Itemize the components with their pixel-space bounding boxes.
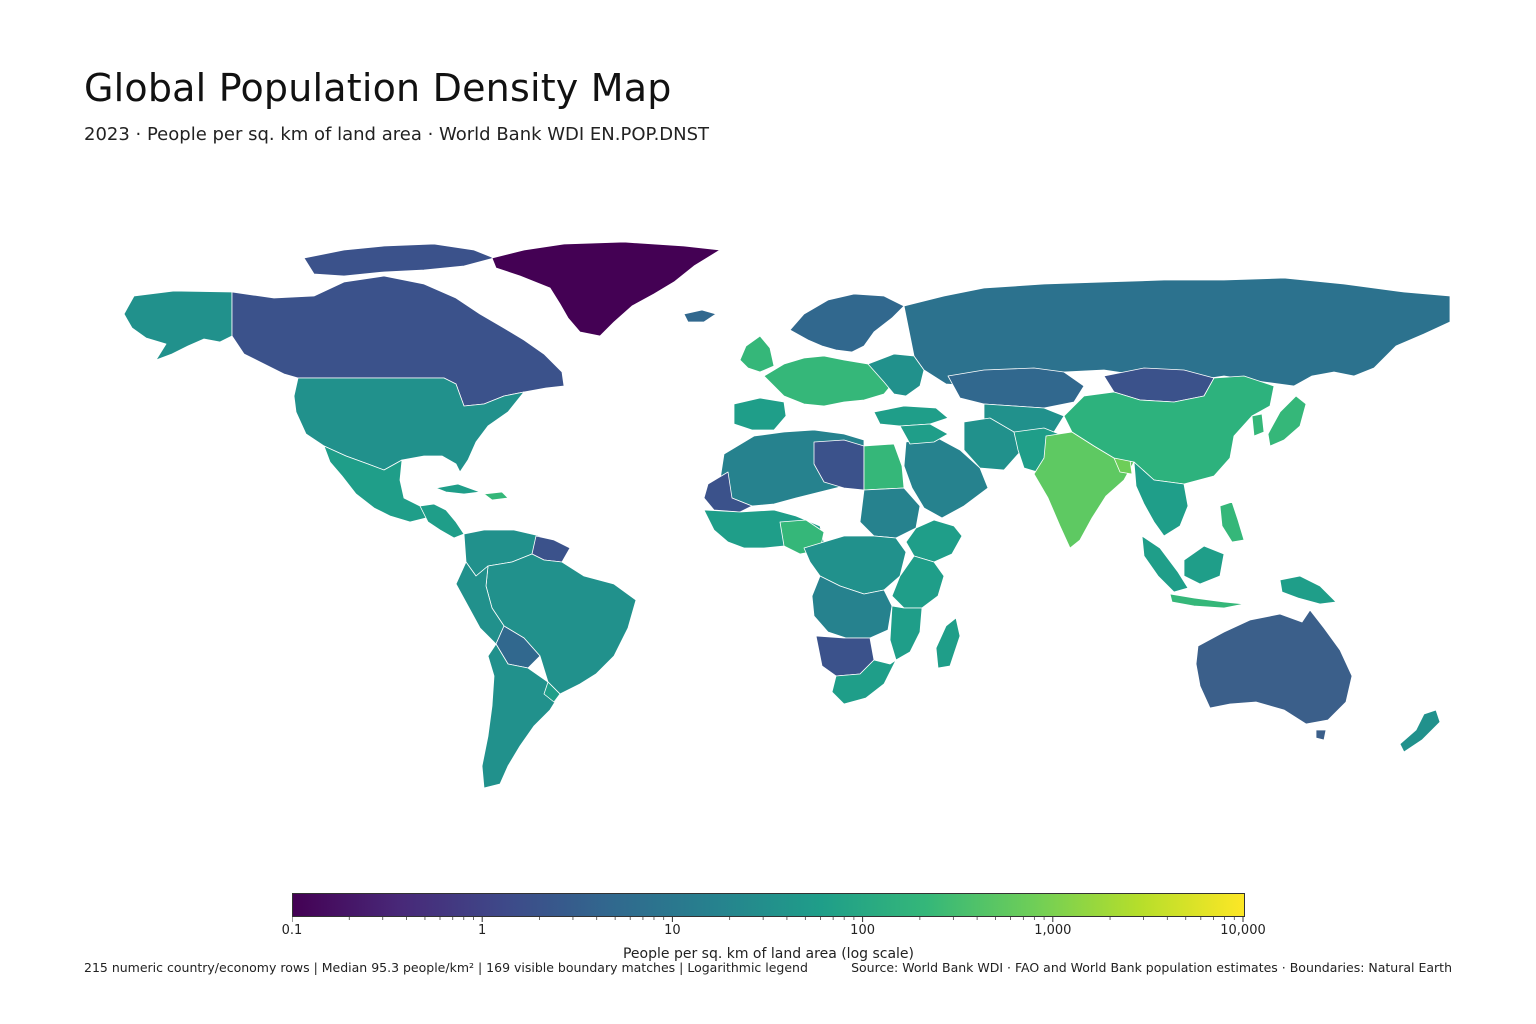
country-uk-ireland[interactable]: [739, 335, 775, 373]
map-subtitle: 2023 · People per sq. km of land area · …: [84, 124, 710, 145]
country-arabia[interactable]: [903, 435, 989, 519]
country-ethiopia-horn[interactable]: [905, 519, 963, 563]
country-uruguay[interactable]: [543, 681, 561, 703]
country-philippines[interactable]: [1219, 501, 1245, 543]
country-australia[interactable]: [1195, 609, 1353, 725]
country-iberia[interactable]: [733, 397, 787, 431]
country-angola-zambia[interactable]: [811, 575, 893, 639]
country-sudan[interactable]: [859, 487, 921, 539]
map-title: Global Population Density Map: [84, 66, 672, 110]
country-new-zealand[interactable]: [1399, 709, 1441, 753]
country-egypt[interactable]: [863, 443, 905, 491]
country-canada[interactable]: [231, 275, 565, 407]
country-scandinavia[interactable]: [789, 293, 905, 353]
legend-colorbar: [292, 893, 1245, 917]
country-mexico[interactable]: [323, 445, 431, 523]
country-levant[interactable]: [899, 423, 949, 445]
country-turkey[interactable]: [873, 405, 949, 427]
country-java-indonesia[interactable]: [1169, 593, 1245, 609]
country-western-sahara-mauritania[interactable]: [703, 471, 753, 513]
country-central-america[interactable]: [419, 503, 465, 539]
country-greenland[interactable]: [491, 241, 721, 337]
country-eastern-europe[interactable]: [867, 353, 925, 397]
country-malaysia-sumatra[interactable]: [1141, 535, 1189, 593]
country-canada-arctic[interactable]: [303, 243, 495, 277]
country-korea[interactable]: [1251, 413, 1265, 437]
country-alaska[interactable]: [123, 290, 233, 361]
legend-tick-label: 1,000: [1034, 923, 1072, 938]
country-argentina-chile[interactable]: [481, 643, 561, 789]
footer-stats: 215 numeric country/economy rows | Media…: [84, 960, 808, 975]
world-map-svg: [123, 241, 1451, 789]
country-hispaniola[interactable]: [483, 491, 509, 501]
country-south-africa[interactable]: [831, 659, 897, 705]
country-usa[interactable]: [293, 377, 525, 473]
legend-title: People per sq. km of land area (log scal…: [622, 946, 915, 962]
footer-source: Source: World Bank WDI · FAO and World B…: [851, 960, 1452, 975]
country-kazakhstan[interactable]: [947, 367, 1085, 409]
country-cuba[interactable]: [435, 483, 481, 495]
legend-tick-label: 0.1: [281, 923, 303, 938]
country-east-africa[interactable]: [891, 555, 945, 609]
legend-tick-label: 1: [478, 923, 487, 938]
country-mozambique[interactable]: [889, 605, 923, 661]
country-japan[interactable]: [1267, 395, 1307, 447]
legend-tick-label: 10: [664, 923, 681, 938]
legend-tick-label: 10,000: [1220, 923, 1266, 938]
country-libya[interactable]: [813, 439, 865, 491]
country-iran[interactable]: [963, 417, 1021, 471]
country-iceland[interactable]: [683, 309, 717, 323]
country-tasmania[interactable]: [1315, 729, 1327, 741]
legend-tick-label: 100: [850, 923, 876, 938]
country-madagascar[interactable]: [935, 617, 961, 669]
color-legend: 0.1 1 10 100 1,000 10,000 People per sq. km o…: [282, 893, 1266, 963]
country-new-guinea[interactable]: [1279, 575, 1337, 605]
legend-ticks: [292, 917, 1244, 922]
country-southeast-asia[interactable]: [1133, 461, 1189, 537]
country-borneo[interactable]: [1183, 545, 1225, 585]
choropleth-map: [84, 236, 1452, 796]
